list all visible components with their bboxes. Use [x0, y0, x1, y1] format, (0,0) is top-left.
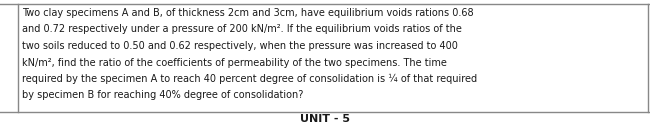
- Text: by specimen B for reaching 40% degree of consolidation?: by specimen B for reaching 40% degree of…: [22, 90, 304, 101]
- Text: Two clay specimens A and B, of thickness 2cm and 3cm, have equilibrium voids rat: Two clay specimens A and B, of thickness…: [22, 8, 474, 18]
- Text: UNIT - 5: UNIT - 5: [300, 114, 350, 124]
- Text: and 0.72 respectively under a pressure of 200 kN/m². If the equilibrium voids ra: and 0.72 respectively under a pressure o…: [22, 24, 462, 35]
- Text: required by the specimen A to reach 40 percent degree of consolidation is ¼ of t: required by the specimen A to reach 40 p…: [22, 74, 477, 84]
- Text: two soils reduced to 0.50 and 0.62 respectively, when the pressure was increased: two soils reduced to 0.50 and 0.62 respe…: [22, 41, 458, 51]
- Text: kN/m², find the ratio of the coefficients of permeability of the two specimens. : kN/m², find the ratio of the coefficient…: [22, 57, 447, 68]
